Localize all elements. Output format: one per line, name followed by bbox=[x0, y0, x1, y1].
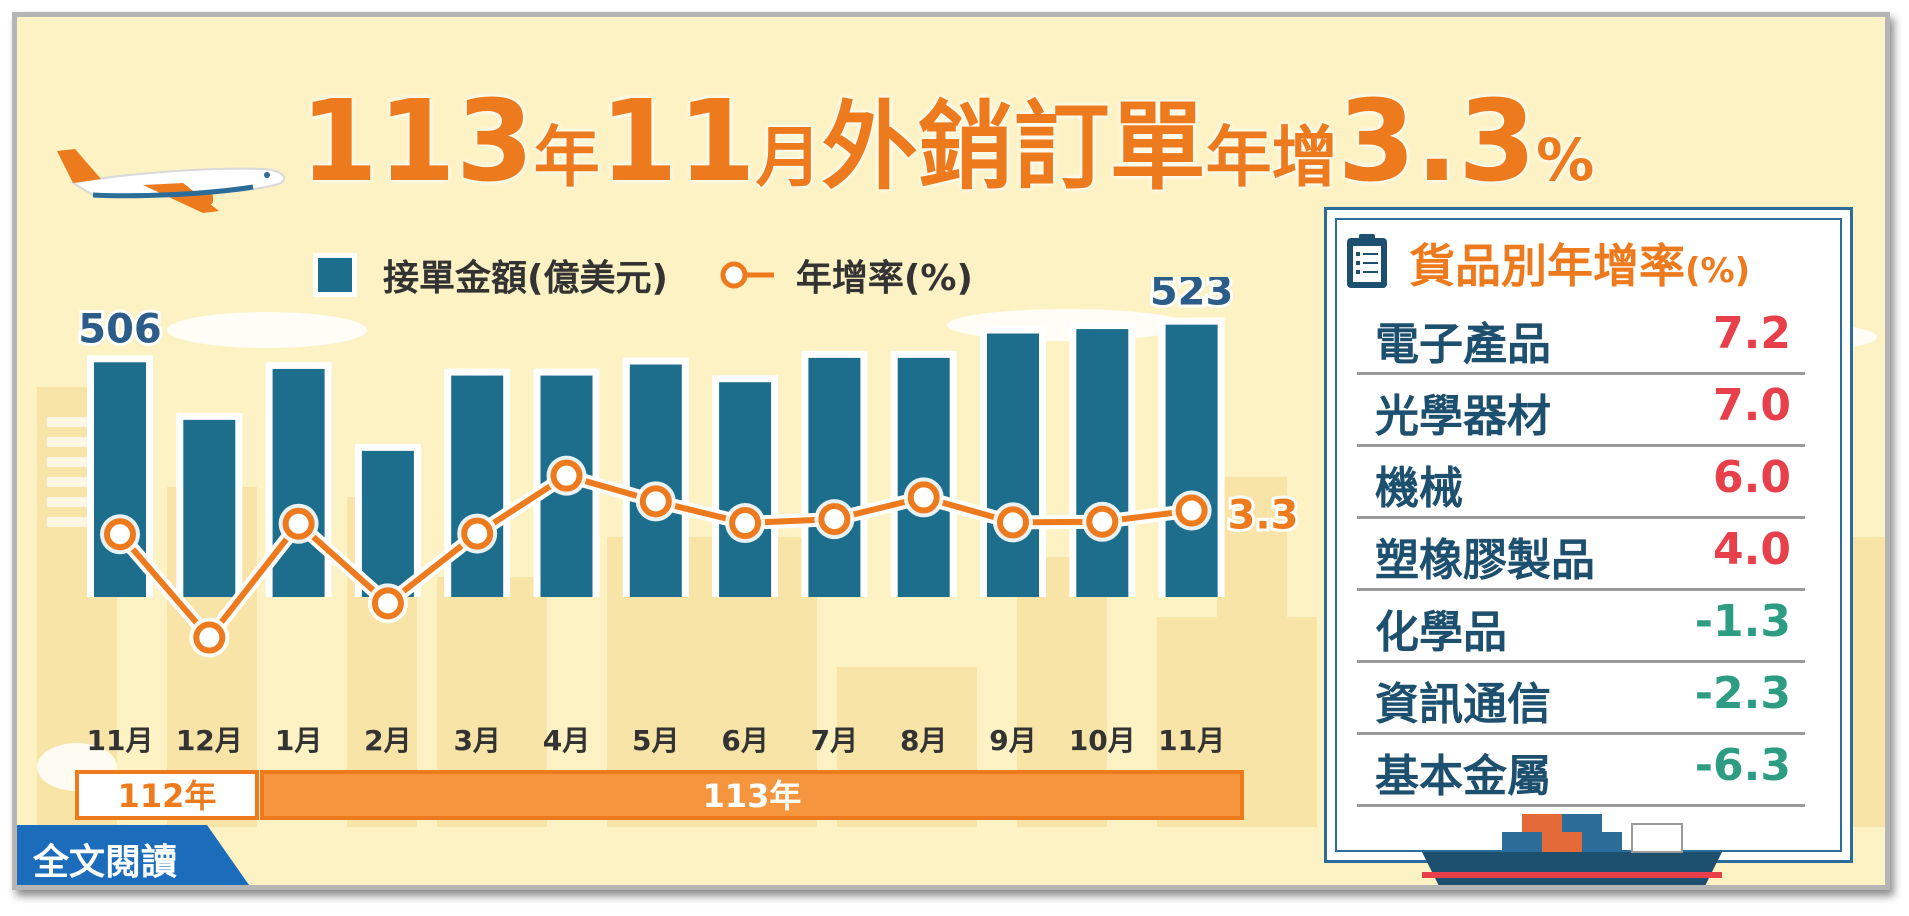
legend-line-swatch bbox=[718, 258, 778, 292]
line-point bbox=[371, 587, 404, 620]
line-point bbox=[550, 459, 583, 492]
line-point bbox=[1086, 505, 1119, 538]
year-band bbox=[260, 770, 1244, 820]
x-tick-label: 1月 bbox=[275, 724, 322, 757]
category-value: -6.3 bbox=[1694, 740, 1791, 791]
bar bbox=[719, 382, 772, 597]
line-data-label: 3.3 bbox=[1228, 493, 1299, 539]
x-tick-label: 5月 bbox=[632, 724, 679, 757]
category-row: 塑橡膠製品 4.0 bbox=[1357, 516, 1805, 591]
category-value: 7.0 bbox=[1713, 380, 1791, 431]
category-growth-panel: 貨品別年增率(%) 電子產品 7.2 光學器材 7.0 機械 6.0 塑橡膠製品 4.0 化學品… bbox=[1324, 207, 1853, 863]
bar bbox=[1076, 329, 1129, 597]
x-tick-label: 11月 bbox=[1158, 724, 1225, 757]
category-row: 機械 6.0 bbox=[1357, 444, 1805, 519]
line-point bbox=[907, 481, 940, 514]
category-label: 化學品 bbox=[1375, 607, 1507, 658]
category-value: -2.3 bbox=[1694, 668, 1791, 719]
category-row: 電子產品 7.2 bbox=[1357, 300, 1805, 375]
category-value: -1.3 bbox=[1694, 596, 1791, 647]
page-title: 113年11月外銷訂單年增3.3% bbox=[300, 77, 1595, 207]
legend-bar-label: 接單金額(億美元) bbox=[383, 258, 668, 299]
x-tick-label: 12月 bbox=[176, 724, 243, 757]
line-point bbox=[818, 503, 851, 536]
x-tick-label: 9月 bbox=[989, 724, 1036, 757]
year-band-label: 112年 bbox=[118, 777, 217, 815]
read-full-text-button[interactable]: 全文閱讀 bbox=[17, 825, 249, 885]
year-band-label: 113年 bbox=[703, 777, 802, 815]
x-tick-label: 11月 bbox=[87, 724, 154, 757]
bar-data-label: 523 bbox=[1150, 277, 1234, 315]
category-value: 7.2 bbox=[1713, 308, 1791, 359]
category-label: 資訊通信 bbox=[1375, 679, 1551, 730]
panel-title: 貨品別年增率(%) bbox=[1409, 239, 1751, 293]
category-row: 基本金屬 -6.3 bbox=[1357, 732, 1805, 807]
bar bbox=[183, 419, 236, 597]
category-label: 光學器材 bbox=[1375, 391, 1551, 442]
x-tick-label: 3月 bbox=[453, 724, 500, 757]
bar bbox=[361, 450, 414, 597]
legend-bar-swatch bbox=[313, 253, 357, 297]
category-row: 資訊通信 -2.3 bbox=[1357, 660, 1805, 735]
bar bbox=[272, 368, 325, 597]
line-point bbox=[729, 507, 762, 540]
line-point bbox=[639, 485, 672, 518]
line-point bbox=[104, 518, 136, 551]
chart-legend: 接單金額(億美元) 年增率(%) bbox=[313, 249, 973, 301]
bar bbox=[629, 364, 682, 597]
legend-line-label: 年增率(%) bbox=[795, 258, 973, 299]
line-point bbox=[193, 621, 226, 654]
read-full-text-label: 全文閱讀 bbox=[33, 842, 178, 883]
x-tick-label: 10月 bbox=[1069, 724, 1136, 757]
category-label: 機械 bbox=[1375, 463, 1463, 514]
category-value: 4.0 bbox=[1713, 524, 1791, 575]
category-row: 光學器材 7.0 bbox=[1357, 372, 1805, 447]
bar bbox=[451, 375, 504, 597]
category-row: 化學品 -1.3 bbox=[1357, 588, 1805, 663]
x-tick-label: 2月 bbox=[364, 724, 411, 757]
bar-data-label: 506 bbox=[78, 306, 162, 352]
category-label: 電子產品 bbox=[1375, 319, 1551, 370]
x-tick-label: 8月 bbox=[900, 724, 947, 757]
airplane-icon bbox=[57, 149, 286, 213]
category-label: 塑橡膠製品 bbox=[1375, 535, 1595, 586]
clipboard-icon bbox=[1347, 234, 1387, 288]
x-tick-label: 7月 bbox=[811, 724, 858, 757]
line-point bbox=[461, 517, 494, 550]
line-point bbox=[282, 507, 315, 540]
infographic-frame: 113年11月外銷訂單年增3.3% 接單金額(億美元) 年增率(%) 506 52… bbox=[12, 12, 1890, 890]
combo-chart: 506 523 3.3 11月 12月 1月 2月 3月 4月 5月 6月 7月 8月 9月 10月 11月 1… bbox=[75, 277, 1301, 820]
year-band bbox=[75, 770, 259, 820]
bar bbox=[987, 333, 1039, 597]
category-label: 基本金屬 bbox=[1375, 751, 1551, 802]
line-point bbox=[1175, 494, 1208, 527]
x-tick-label: 6月 bbox=[721, 724, 768, 757]
bar bbox=[808, 357, 861, 597]
category-value: 6.0 bbox=[1713, 452, 1791, 503]
x-tick-label: 4月 bbox=[543, 724, 590, 757]
cargo-ship-icon bbox=[1422, 814, 1722, 885]
line-point bbox=[997, 506, 1029, 539]
bar bbox=[1165, 324, 1218, 597]
